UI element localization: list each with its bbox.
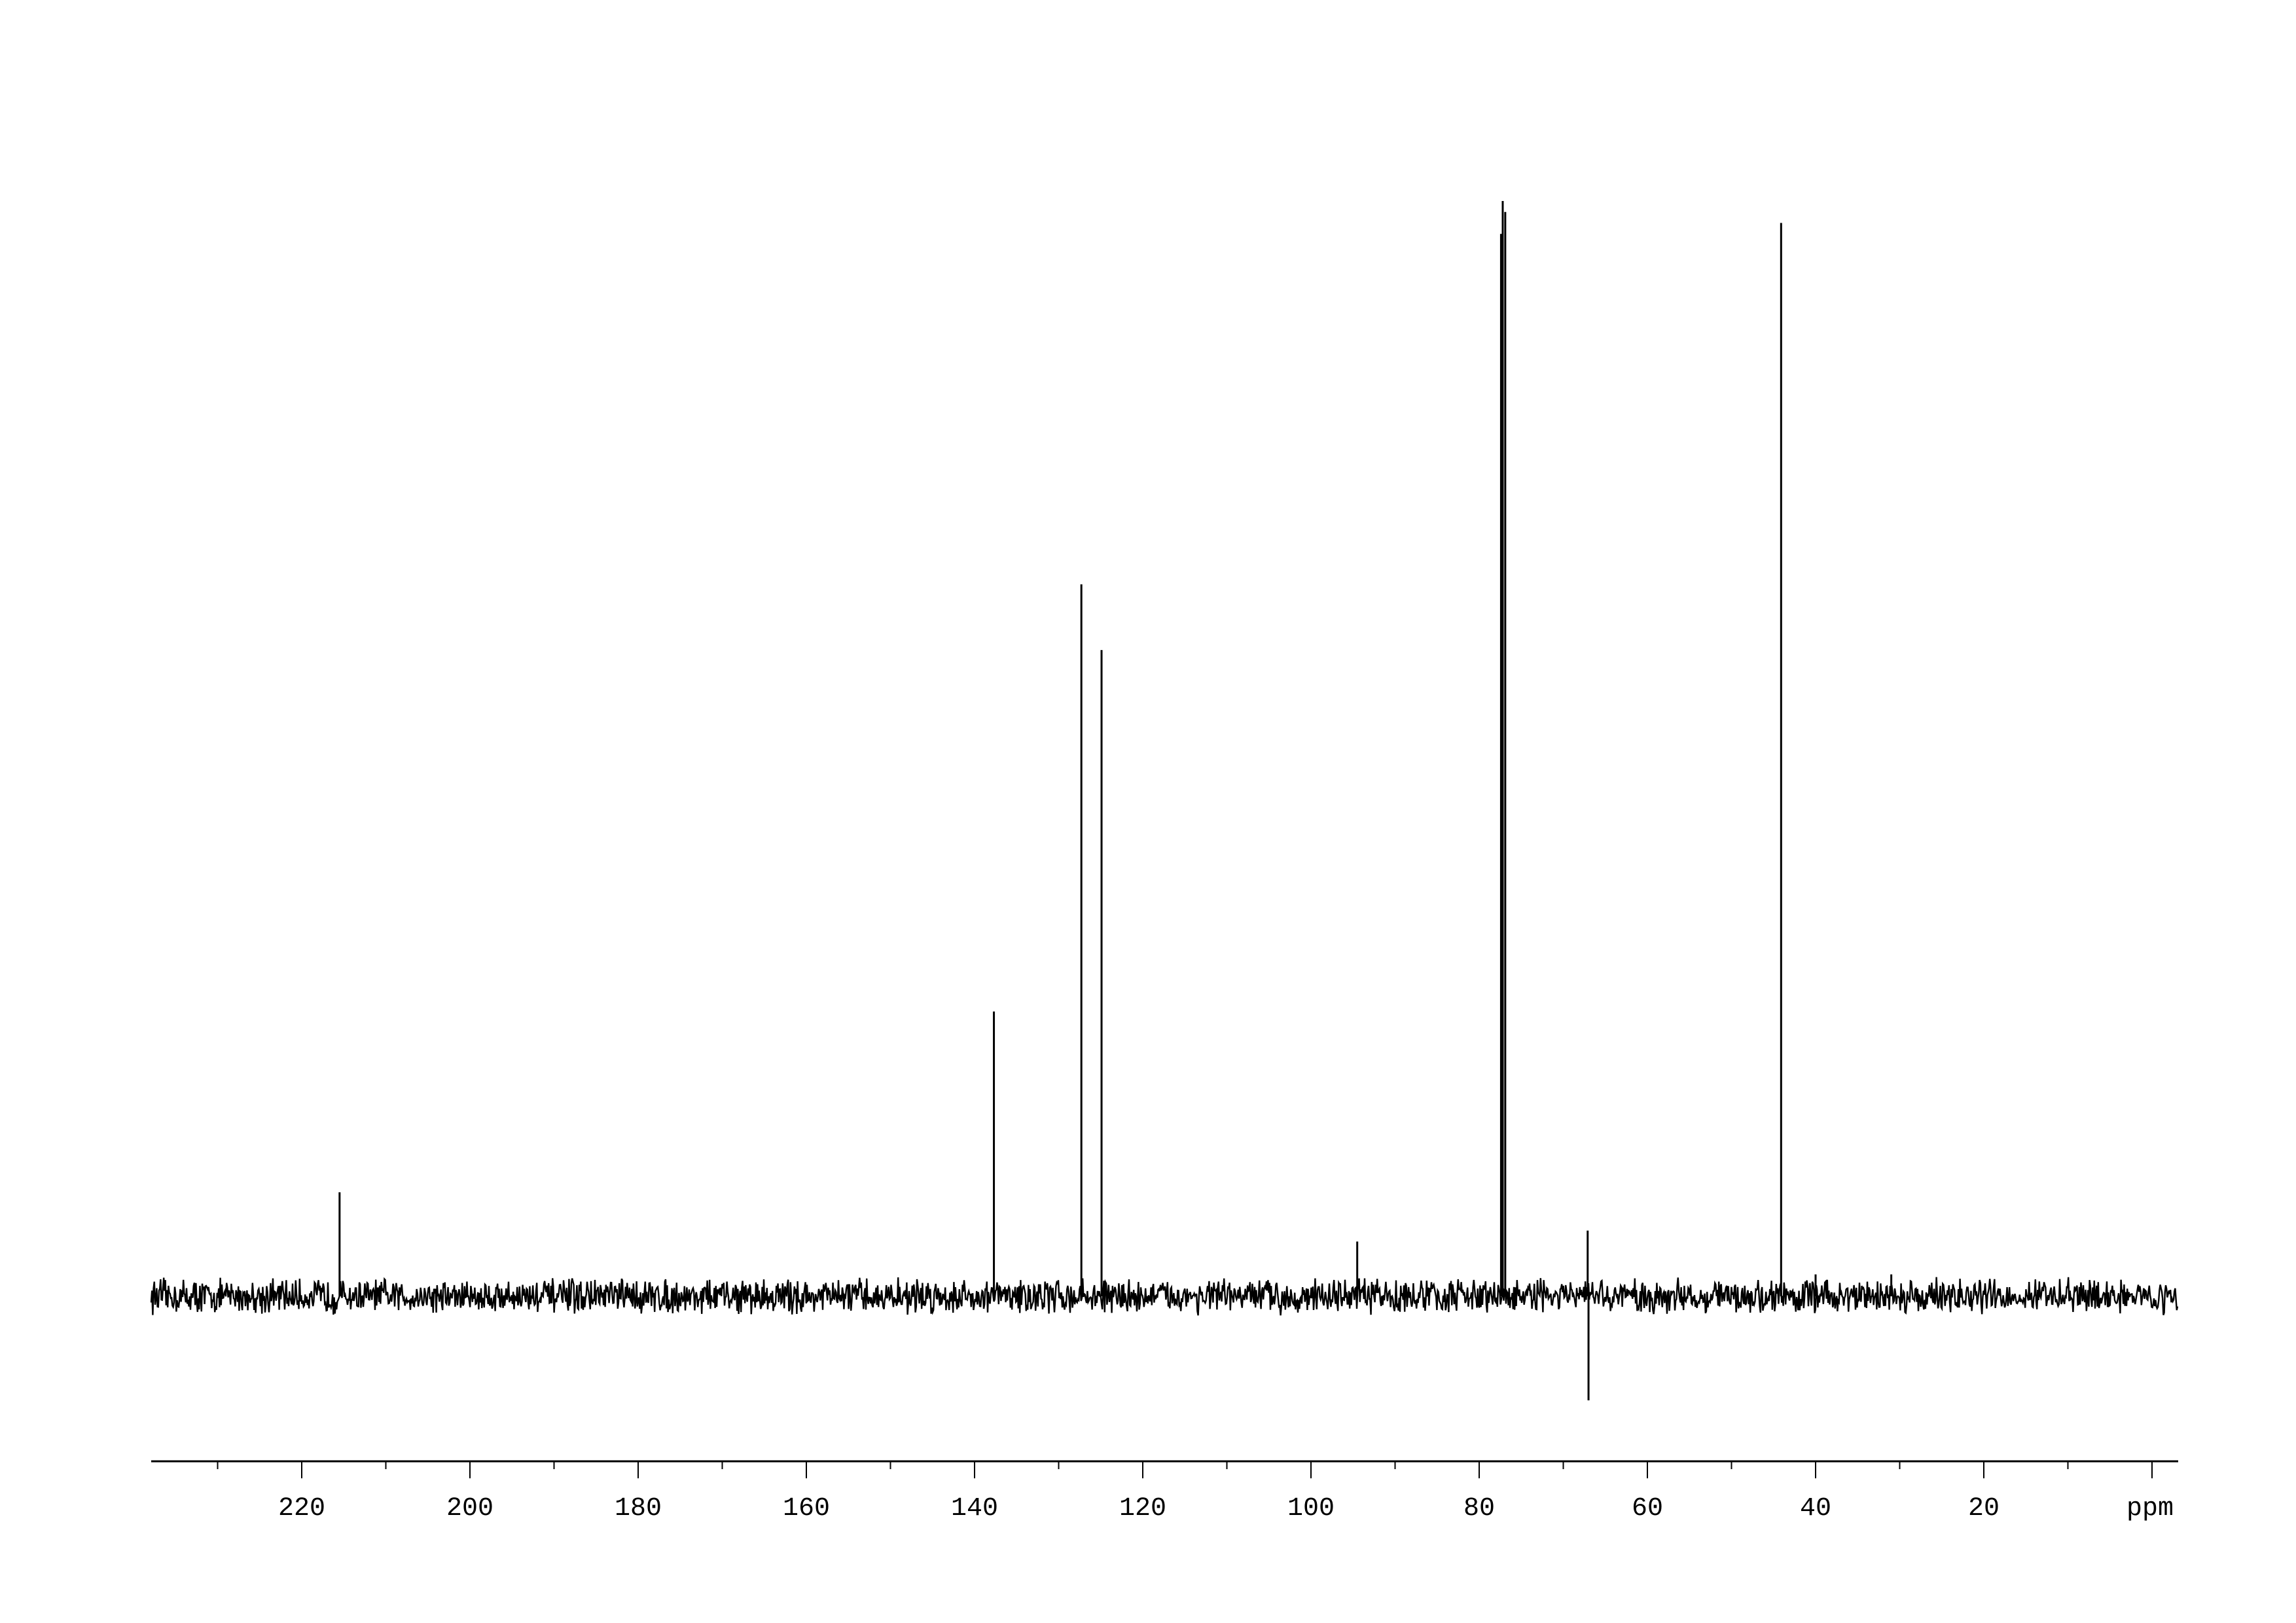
x-tick-label: 40: [1800, 1494, 1831, 1523]
x-tick-label: 180: [615, 1494, 662, 1523]
x-tick-label: 120: [1119, 1494, 1166, 1523]
x-tick-label: 80: [1463, 1494, 1495, 1523]
x-tick-label: 220: [278, 1494, 325, 1523]
x-tick-label: 140: [951, 1494, 998, 1523]
x-tick-label: 60: [1632, 1494, 1663, 1523]
x-tick-label: 160: [783, 1494, 830, 1523]
x-tick-label: 200: [446, 1494, 493, 1523]
x-tick-label: 20: [1968, 1494, 2000, 1523]
plot-area: [150, 201, 2179, 1400]
x-tick-label: 100: [1287, 1494, 1335, 1523]
spectrum-baseline-trace: [150, 1277, 2179, 1316]
x-axis-label: ppm: [2126, 1494, 2174, 1523]
x-axis: 220 200 180 160 140 120 100 80 60 40 20: [151, 1460, 2178, 1523]
